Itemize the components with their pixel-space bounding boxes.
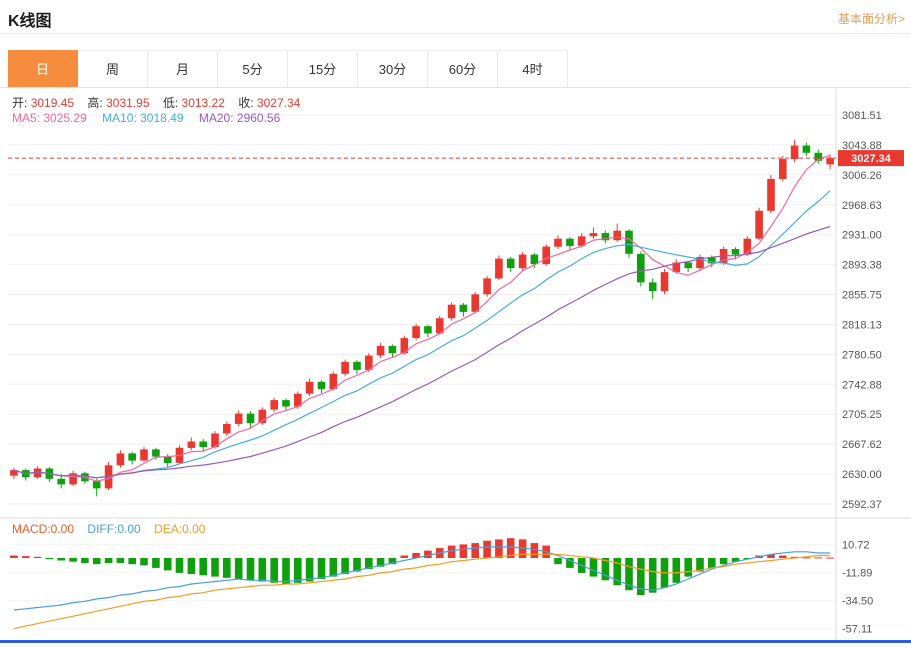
svg-text:-11.89: -11.89: [842, 568, 872, 580]
svg-text:3081.51: 3081.51: [842, 110, 882, 122]
svg-text:2630.00: 2630.00: [842, 469, 882, 481]
kline-chart[interactable]: 3081.51 3043.88 3006.26 2968.63 2931.00 2893.…: [0, 89, 911, 648]
bottom-scroll-bar[interactable]: [0, 640, 911, 643]
svg-text:2742.88: 2742.88: [842, 379, 882, 391]
close-label: 收:: [238, 96, 254, 110]
page-title: K线图: [8, 13, 52, 30]
timeframe-tabs: 日 周 月 5分 15分 30分 60分 4时: [0, 50, 911, 88]
ma5-line: [13, 154, 831, 482]
diff-value: DIFF:0.00: [87, 522, 141, 536]
svg-text:3043.88: 3043.88: [842, 140, 882, 152]
svg-text:2931.00: 2931.00: [842, 230, 882, 242]
dea-value: DEA:0.00: [154, 522, 206, 536]
tab-30min[interactable]: 30分: [358, 50, 428, 87]
ohlc-readout: 开: 3019.45 高: 3031.95 低: 3013.22 收: 3027…: [12, 94, 310, 111]
svg-text:2893.38: 2893.38: [842, 260, 882, 272]
tab-day[interactable]: 日: [8, 50, 78, 87]
last-price-line: 3027.34: [8, 150, 904, 167]
svg-text:3027.34: 3027.34: [851, 153, 892, 165]
open-label: 开:: [12, 96, 28, 110]
macd-readout: MACD:0.00 DIFF:0.00 DEA:0.00: [12, 522, 215, 536]
high-value: 3031.95: [106, 96, 150, 110]
svg-text:-34.50: -34.50: [842, 596, 873, 608]
macd-diff-line: [13, 546, 831, 611]
high-label: 高:: [87, 96, 103, 110]
svg-text:2780.50: 2780.50: [842, 349, 882, 361]
svg-text:2855.75: 2855.75: [842, 290, 882, 302]
tab-5min[interactable]: 5分: [218, 50, 288, 87]
ma10-line: [13, 190, 831, 479]
fundamental-analysis-link[interactable]: 基本面分析>: [837, 12, 905, 26]
close-value: 3027.34: [256, 96, 301, 110]
macd-value: MACD:0.00: [12, 522, 75, 536]
ma20-line: [13, 225, 831, 479]
tab-15min[interactable]: 15分: [288, 50, 358, 87]
page-header: K线图 基本面分析>: [0, 0, 911, 34]
tab-4hour[interactable]: 4时: [498, 50, 568, 87]
tab-week[interactable]: 周: [78, 50, 148, 87]
svg-text:2592.37: 2592.37: [842, 499, 882, 511]
svg-text:2968.63: 2968.63: [842, 200, 882, 212]
ma20-readout: MA20: 2960.56: [198, 111, 281, 125]
macd-histogram: [10, 538, 834, 596]
ma-readout: MA5: 3025.29 MA10: 3018.49 MA20: 2960.56: [12, 111, 292, 125]
svg-text:2818.13: 2818.13: [842, 320, 882, 332]
svg-text:3006.26: 3006.26: [842, 170, 882, 182]
y-axis-labels: 3081.51 3043.88 3006.26 2968.63 2931.00 2893.…: [842, 110, 882, 636]
svg-text:2667.62: 2667.62: [842, 439, 882, 451]
low-value: 3013.22: [181, 96, 225, 110]
ma5-readout: MA5: 3025.29: [12, 111, 87, 125]
open-value: 3019.45: [30, 96, 75, 110]
grid-layer: [0, 89, 911, 640]
svg-text:2705.25: 2705.25: [842, 409, 882, 421]
svg-text:-57.11: -57.11: [842, 624, 872, 636]
last-price-badge: [838, 150, 904, 167]
macd-dea-line: [13, 553, 831, 630]
svg-text:10.72: 10.72: [842, 540, 870, 552]
chart-area: 3081.51 3043.88 3006.26 2968.63 2931.00 2893.…: [0, 89, 911, 648]
low-label: 低:: [162, 96, 179, 110]
ma10-readout: MA10: 3018.49: [102, 111, 184, 125]
tab-month[interactable]: 月: [148, 50, 218, 87]
tab-60min[interactable]: 60分: [428, 50, 498, 87]
candlestick-layer: [10, 140, 834, 497]
